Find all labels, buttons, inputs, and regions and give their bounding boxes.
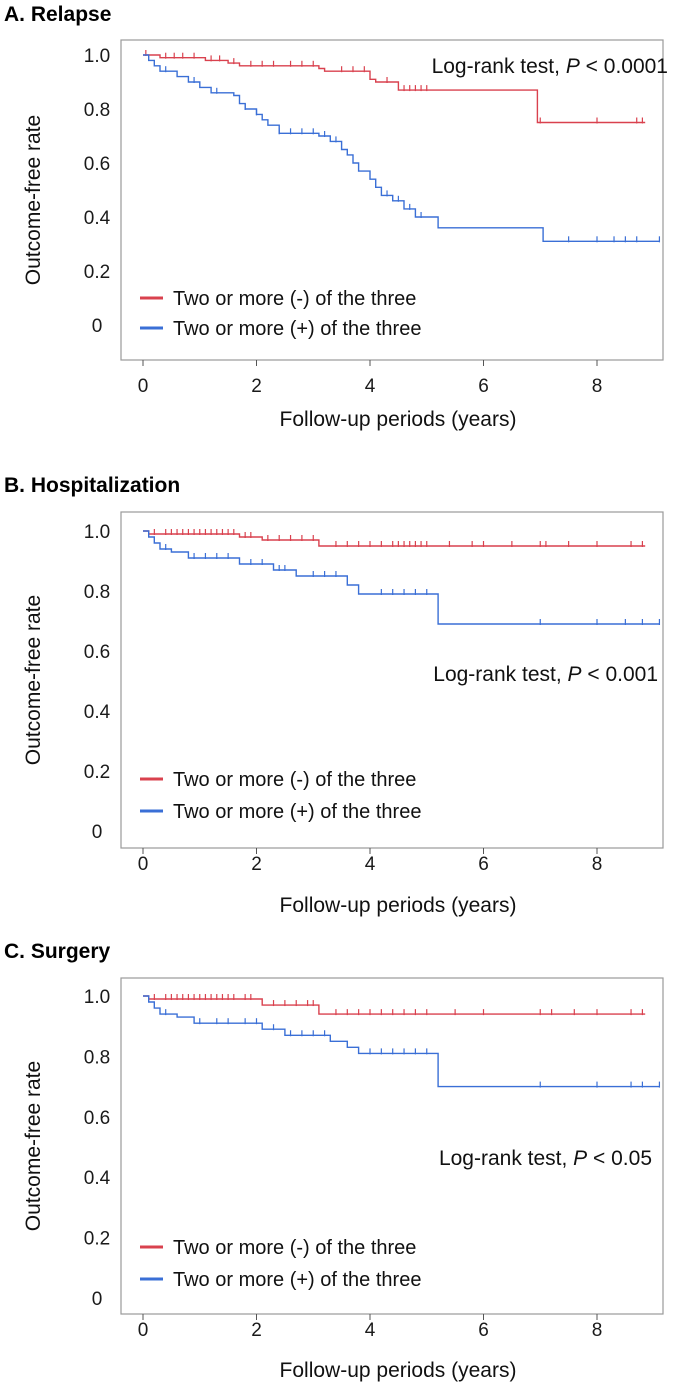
chart-panel-1: A. Relapse 0 0.2 0.4 0.6 0.8 1.0 0 2 4 6 8 Follow-up… (4, 3, 668, 431)
panel-title: B. Hospitalization (4, 474, 180, 497)
log-rank-annotation: Log-rank test, P < 0.001 (433, 663, 658, 686)
y-tick-label: 0.2 (84, 1229, 110, 1250)
log-rank-annotation: Log-rank test, P < 0.0001 (432, 55, 668, 78)
y-tick-label: 0.6 (84, 642, 110, 663)
plot-frame (120, 977, 664, 1315)
x-axis-label: Follow-up periods (years) (280, 408, 517, 431)
x-tick-label: 8 (592, 854, 603, 875)
y-tick-label: 0.2 (84, 762, 110, 783)
y-axis-label: Outcome-free rate (22, 1061, 45, 1231)
x-axis-label: Follow-up periods (years) (280, 894, 517, 917)
y-tick-label: 0 (92, 1289, 103, 1310)
x-tick-label: 6 (478, 376, 489, 397)
survival-curve (143, 995, 660, 1088)
x-tick-label: 0 (138, 1320, 149, 1341)
y-tick-label: 1.0 (84, 522, 110, 543)
legend-label: Two or more (-) of the three (173, 288, 416, 310)
chart-panel-2: B. Hospitalization 0 0.2 0.4 0.6 0.8 1.0 0 2 4 6 8 F… (4, 474, 664, 917)
survival-curve (143, 530, 660, 625)
x-tick-label: 4 (365, 376, 376, 397)
series-2 (143, 530, 661, 625)
y-tick-label: 0.4 (84, 1168, 111, 1189)
chart-panel-3: C. Surgery 0 0.2 0.4 0.6 0.8 1.0 0 2 4 6 8 Follow-up… (4, 940, 664, 1382)
legend-label: Two or more (-) of the three (173, 1237, 416, 1259)
x-tick-label: 8 (592, 376, 603, 397)
x-tick-label: 0 (138, 376, 149, 397)
y-tick-label: 0 (92, 316, 103, 337)
x-tick-label: 8 (592, 1320, 603, 1341)
y-tick-label: 0.6 (84, 154, 110, 175)
x-tick-label: 2 (251, 854, 262, 875)
x-tick-label: 0 (138, 854, 149, 875)
x-axis-label: Follow-up periods (years) (280, 1359, 517, 1382)
y-tick-label: 0 (92, 822, 103, 843)
series-2 (143, 995, 661, 1088)
panel-title: C. Surgery (4, 940, 111, 963)
x-tick-label: 6 (478, 1320, 489, 1341)
y-tick-label: 1.0 (84, 987, 110, 1008)
y-tick-label: 1.0 (84, 46, 110, 67)
plot-frame (120, 511, 664, 849)
log-rank-annotation: Log-rank test, P < 0.05 (439, 1147, 652, 1170)
legend-label: Two or more (+) of the three (173, 801, 421, 823)
y-tick-label: 0.8 (84, 1047, 110, 1068)
x-tick-label: 4 (365, 854, 376, 875)
legend-label: Two or more (-) of the three (173, 769, 416, 791)
y-tick-label: 0.8 (84, 582, 110, 603)
series-2 (143, 54, 661, 243)
y-tick-label: 0.2 (84, 262, 110, 283)
legend-label: Two or more (+) of the three (173, 1269, 421, 1291)
survival-curve (143, 54, 646, 124)
y-axis-label: Outcome-free rate (22, 595, 45, 765)
y-axis-label: Outcome-free rate (22, 115, 45, 285)
x-tick-label: 2 (251, 1320, 262, 1341)
x-tick-label: 4 (365, 1320, 376, 1341)
legend-label: Two or more (+) of the three (173, 318, 421, 340)
y-tick-label: 0.6 (84, 1108, 110, 1129)
x-tick-label: 6 (478, 854, 489, 875)
y-tick-label: 0.4 (84, 208, 111, 229)
y-tick-label: 0.8 (84, 100, 110, 121)
survival-curve (143, 54, 660, 242)
y-tick-label: 0.4 (84, 702, 111, 723)
x-tick-label: 2 (251, 376, 262, 397)
panel-title: A. Relapse (4, 3, 111, 26)
